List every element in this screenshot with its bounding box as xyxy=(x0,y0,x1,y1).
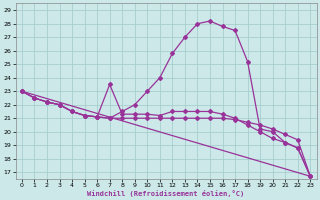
X-axis label: Windchill (Refroidissement éolien,°C): Windchill (Refroidissement éolien,°C) xyxy=(87,190,245,197)
